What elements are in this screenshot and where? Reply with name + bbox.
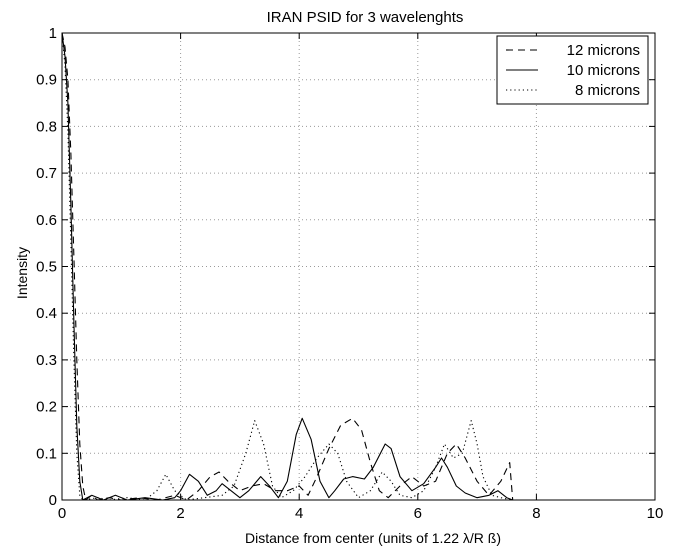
legend: 12 microns 10 microns 8 microns (496, 35, 649, 105)
legend-label: 10 microns (567, 62, 640, 79)
x-tick-label: 0 (58, 505, 66, 522)
grid-lines (62, 33, 655, 500)
y-tick-label: 0.4 (36, 305, 57, 322)
y-tick-label: 0 (49, 492, 57, 509)
x-tick-label: 6 (414, 505, 422, 522)
series-line-12-microns (61, 32, 514, 501)
y-tick-label: 0.1 (36, 445, 57, 462)
y-tick-label: 0.9 (36, 72, 57, 89)
x-tick-label: 4 (295, 505, 303, 522)
legend-label: 12 microns (567, 42, 640, 59)
x-tick-label: 10 (647, 505, 664, 522)
y-tick-label: 0.8 (36, 118, 57, 135)
x-tick-label: 2 (176, 505, 184, 522)
chart-title: IRAN PSID for 3 wavelenghts (267, 9, 464, 26)
y-tick-label: 1 (49, 25, 57, 42)
series-line-8-microns (61, 32, 513, 501)
y-axis-title: Intensity (14, 247, 30, 299)
y-tick-label: 0.6 (36, 212, 57, 229)
y-tick-label: 0.3 (36, 352, 57, 369)
x-axis-title: Distance from center (units of 1.22 λ/R … (245, 530, 501, 546)
y-tick-label: 0.7 (36, 165, 57, 182)
series-line-10-microns (61, 32, 513, 501)
legend-label: 8 microns (575, 82, 640, 99)
y-tick-label: 0.5 (36, 259, 57, 276)
axis-ticks: 00.10.20.30.40.50.60.70.80.910 2 4 6 8 10 (36, 25, 663, 522)
series-layer (61, 32, 514, 501)
x-tick-label: 8 (532, 505, 540, 522)
y-tick-label: 0.2 (36, 399, 57, 416)
